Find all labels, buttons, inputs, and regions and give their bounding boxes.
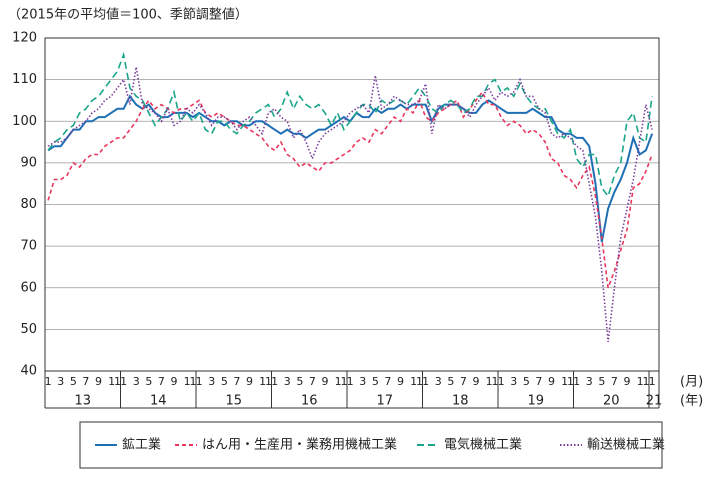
x-tick-label: 9 xyxy=(170,375,177,388)
x-tick-label: 11 xyxy=(410,375,422,388)
x-tick-label: 7 xyxy=(309,375,316,388)
x-tick-label: 3 xyxy=(359,375,366,388)
x-tick-label: 7 xyxy=(158,375,165,388)
x-tick-label: 7 xyxy=(460,375,467,388)
x-tick-label: 11 xyxy=(184,375,196,388)
x-tick-label: 11 xyxy=(108,375,120,388)
legend-label: 電気機械工業 xyxy=(444,437,522,453)
x-tick-label: 9 xyxy=(397,375,404,388)
legend-label: はん用・生産用・業務用機械工業 xyxy=(202,437,397,453)
x-tick-label: 1 xyxy=(271,375,278,388)
y-tick-label: 90 xyxy=(20,155,37,170)
year-label: 17 xyxy=(376,394,393,409)
x-tick-label: 1 xyxy=(196,375,203,388)
y-tick-label: 40 xyxy=(20,364,37,379)
year-label: 16 xyxy=(301,394,318,409)
x-tick-label: 5 xyxy=(221,375,228,388)
y-tick-label: 100 xyxy=(12,114,37,129)
x-tick-label: 7 xyxy=(233,375,240,388)
x-tick-label: 5 xyxy=(447,375,454,388)
year-label: 21 xyxy=(646,394,663,409)
series-line xyxy=(47,90,653,289)
x-tick-label: 11 xyxy=(335,375,347,388)
x-tick-label: 11 xyxy=(561,375,573,388)
x-tick-label: 9 xyxy=(623,375,630,388)
x-tick-label: 3 xyxy=(284,375,291,388)
legend-label: 鉱工業 xyxy=(122,437,161,453)
series-line xyxy=(47,51,653,198)
x-tick-label: 7 xyxy=(384,375,391,388)
year-label: 14 xyxy=(150,394,167,409)
x-tick-label: 9 xyxy=(246,375,253,388)
x-tick-label: 11 xyxy=(259,375,271,388)
x-tick-label: 3 xyxy=(57,375,64,388)
legend-box xyxy=(79,421,663,469)
month-unit: (月) xyxy=(680,375,703,390)
y-tick-label: 60 xyxy=(20,280,37,295)
x-tick-label: 1 xyxy=(120,375,127,388)
x-tick-label: 7 xyxy=(82,375,89,388)
x-tick-label: 1 xyxy=(498,375,505,388)
y-tick-label: 50 xyxy=(20,322,37,337)
x-tick-label: 11 xyxy=(486,375,498,388)
x-tick-label: 3 xyxy=(133,375,140,388)
x-tick-label: 9 xyxy=(472,375,479,388)
x-tick-label: 5 xyxy=(145,375,152,388)
legend-label: 輸送機械工業 xyxy=(587,437,665,453)
year-label: 18 xyxy=(452,394,469,409)
x-tick-label: 3 xyxy=(586,375,593,388)
year-label: 15 xyxy=(225,394,242,409)
x-tick-label: 11 xyxy=(637,375,649,388)
year-label: 20 xyxy=(603,394,620,409)
x-tick-label: 1 xyxy=(649,375,656,388)
x-tick-label: 5 xyxy=(598,375,605,388)
x-tick-label: 1 xyxy=(422,375,429,388)
x-tick-label: 9 xyxy=(95,375,102,388)
x-tick-label: 5 xyxy=(296,375,303,388)
x-tick-label: 5 xyxy=(372,375,379,388)
x-tick-label: 7 xyxy=(611,375,618,388)
year-unit: (年) xyxy=(680,394,703,409)
x-tick-label: 7 xyxy=(535,375,542,388)
year-label: 13 xyxy=(74,394,91,409)
x-tick-label: 1 xyxy=(347,375,354,388)
y-tick-label: 70 xyxy=(20,239,37,254)
x-tick-label: 1 xyxy=(45,375,52,388)
x-tick-label: 3 xyxy=(510,375,517,388)
year-label: 19 xyxy=(527,394,544,409)
y-tick-label: 110 xyxy=(12,72,37,87)
y-tick-label: 80 xyxy=(20,197,37,212)
x-tick-label: 5 xyxy=(70,375,77,388)
x-tick-label: 5 xyxy=(523,375,530,388)
x-tick-label: 3 xyxy=(435,375,442,388)
chart-title: （2015年の平均値＝100、季節調整値） xyxy=(8,7,248,23)
x-tick-label: 3 xyxy=(208,375,215,388)
x-tick-label: 1 xyxy=(573,375,580,388)
plot-border xyxy=(44,37,660,372)
y-tick-label: 120 xyxy=(12,31,37,46)
x-tick-label: 9 xyxy=(321,375,328,388)
x-tick-label: 9 xyxy=(548,375,555,388)
